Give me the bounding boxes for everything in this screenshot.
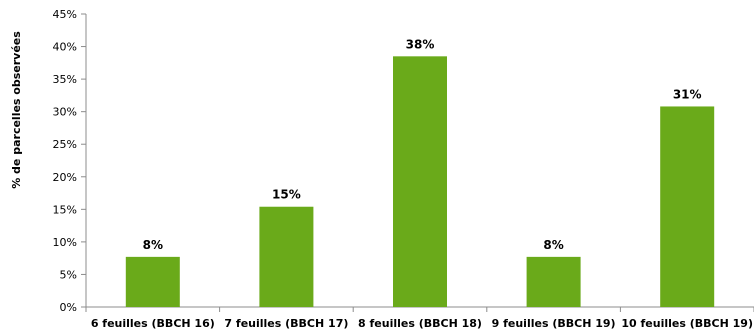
data-labels: 8% 6 feuilles (BBCH 16) 15% 7 feuilles (BBC… — [91, 37, 753, 330]
data-label: 38% — [406, 37, 435, 51]
y-tick-label: 35% — [53, 73, 77, 86]
x-tick-label: 9 feuilles (BBCH 19) — [492, 317, 616, 330]
x-tick-label: 10 feuilles (BBCH 19) — [621, 317, 753, 330]
bar — [660, 106, 715, 307]
y-tick-label: 5% — [60, 268, 77, 281]
bar — [259, 206, 314, 307]
y-tick-label: 40% — [53, 41, 77, 54]
y-tick-label: 10% — [53, 236, 77, 249]
y-tick-label: 25% — [53, 138, 77, 151]
y-tick-label: 30% — [53, 106, 77, 119]
data-label: 15% — [272, 188, 301, 202]
data-label: 31% — [673, 87, 702, 101]
bar — [125, 256, 180, 307]
x-tick-label: 7 feuilles (BBCH 17) — [224, 317, 348, 330]
bar — [526, 256, 581, 307]
y-tick-label: 0% — [60, 301, 77, 314]
bar — [393, 56, 447, 308]
data-label: 8% — [143, 238, 163, 252]
x-tick-label: 6 feuilles (BBCH 16) — [91, 317, 215, 330]
x-tick-label: 8 feuilles (BBCH 18) — [358, 317, 482, 330]
axes: 0% 5% 10% 15% 20% 25% 30% 35% 40% 45% — [53, 8, 754, 314]
y-tick-label: 15% — [53, 203, 77, 216]
y-tick-label: 45% — [53, 8, 77, 21]
data-label: 8% — [543, 238, 563, 252]
bars — [125, 56, 715, 308]
y-axis-label: % de parcelles observées — [10, 31, 23, 189]
y-tick-label: 20% — [53, 171, 77, 184]
